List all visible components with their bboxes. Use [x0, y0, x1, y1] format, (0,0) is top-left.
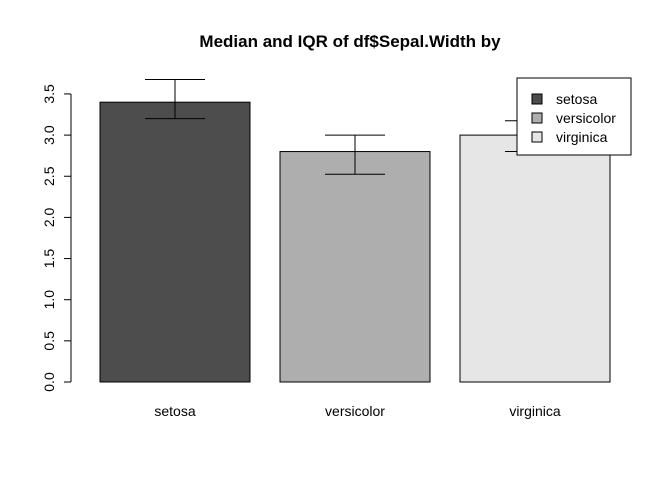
error-bar-setosa — [145, 79, 205, 120]
y-tick-label: 1.0 — [41, 290, 57, 310]
bar-setosa — [99, 101, 251, 383]
y-axis: 0.0 0.5 1.0 1.5 2.0 2.5 3.0 3.5 — [41, 84, 72, 392]
legend-label-versicolor: versicolor — [556, 110, 616, 126]
legend-swatch-versicolor — [531, 112, 543, 124]
x-label-setosa: setosa — [154, 403, 195, 419]
y-tick-label: 0.0 — [41, 372, 57, 392]
chart-title: Median and IQR of df$Sepal.Width by — [199, 32, 501, 51]
y-tick-label: 0.5 — [41, 331, 57, 351]
bar-virginica — [459, 134, 611, 383]
bars — [99, 101, 611, 383]
x-label-virginica: virginica — [509, 403, 561, 419]
legend-label-setosa: setosa — [556, 91, 597, 107]
legend-swatch-setosa — [531, 93, 543, 105]
legend-swatch-virginica — [531, 131, 543, 143]
y-tick-label: 2.5 — [41, 166, 57, 186]
y-tick-label: 1.5 — [41, 249, 57, 269]
y-tick-label: 2.0 — [41, 207, 57, 227]
y-tick-label: 3.0 — [41, 125, 57, 145]
legend: setosa versicolor virginica — [516, 77, 632, 156]
legend-label-virginica: virginica — [556, 129, 608, 145]
bar-versicolor — [279, 151, 431, 383]
y-tick-label: 3.5 — [41, 84, 57, 104]
x-axis-labels: setosa versicolor virginica — [154, 403, 561, 419]
error-bar-versicolor — [325, 134, 385, 175]
x-label-versicolor: versicolor — [325, 403, 385, 419]
